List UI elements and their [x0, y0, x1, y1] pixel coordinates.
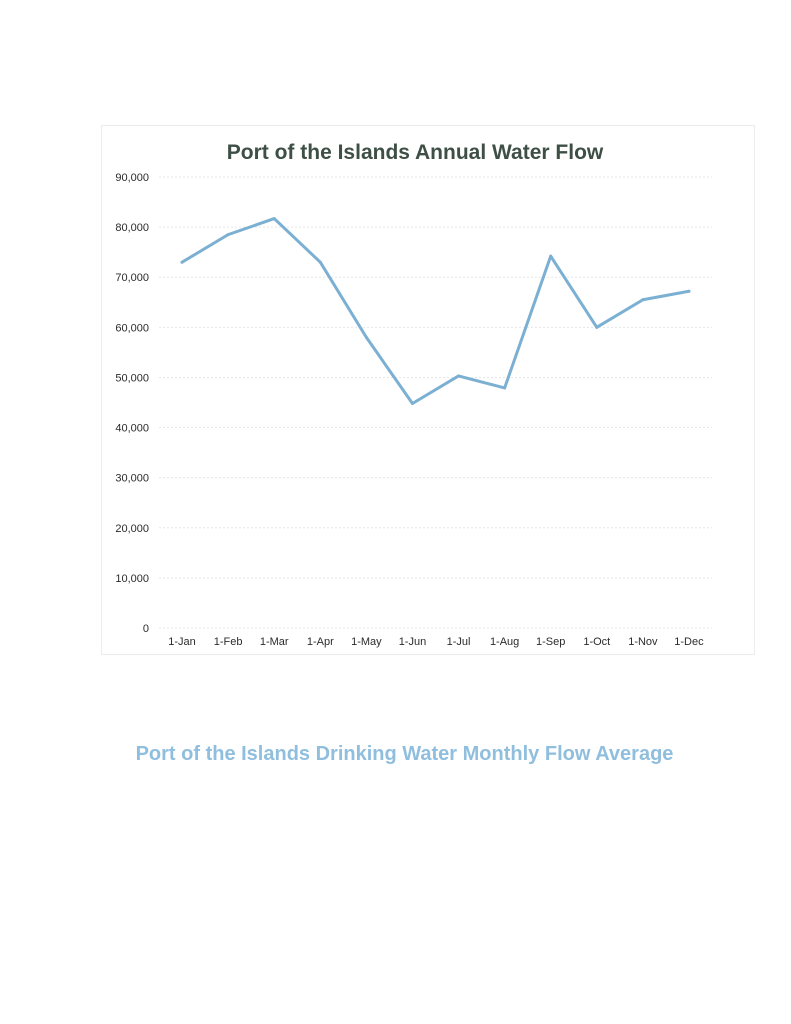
data-point [180, 260, 184, 264]
y-axis-ticks: 0 10,000 20,000 30,000 40,000 50,000 60,000 70,… [115, 172, 149, 635]
x-tick-label: 1-Jan [168, 636, 196, 648]
data-point [364, 335, 368, 339]
y-tick-label: 0 [143, 623, 149, 635]
series-layer [180, 217, 691, 406]
x-tick-label: 1-Jul [447, 636, 471, 648]
data-point [410, 402, 414, 406]
y-tick-label: 90,000 [115, 172, 149, 184]
data-point [503, 386, 507, 390]
data-point [457, 374, 461, 378]
chart-title: Port of the Islands Annual Water Flow [227, 141, 604, 164]
x-tick-label: 1-Oct [583, 636, 610, 648]
y-tick-label: 10,000 [115, 573, 149, 585]
y-tick-label: 30,000 [115, 473, 149, 485]
footer-title: Port of the Islands Drinking Water Month… [135, 743, 674, 765]
y-tick-label: 60,000 [115, 322, 149, 334]
series-line [180, 217, 691, 406]
data-point [595, 325, 599, 329]
data-point [641, 298, 645, 302]
data-point [687, 289, 691, 293]
y-tick-label: 70,000 [115, 272, 149, 284]
y-tick-label: 20,000 [115, 523, 149, 535]
y-tick-label: 50,000 [115, 372, 149, 384]
data-point [318, 260, 322, 264]
data-point [226, 233, 230, 237]
x-tick-label: 1-Apr [307, 636, 334, 648]
x-tick-label: 1-Sep [536, 636, 565, 648]
data-point [272, 217, 276, 221]
chart-container: Port of the Islands Annual Water Flow 0 1… [101, 125, 755, 655]
x-tick-label: 1-Feb [214, 636, 243, 648]
x-tick-label: 1-Aug [490, 636, 519, 648]
x-tick-label: 1-Mar [260, 636, 289, 648]
x-tick-label: 1-Dec [674, 636, 704, 648]
x-tick-label: 1-May [351, 636, 382, 648]
y-tick-label: 80,000 [115, 222, 149, 234]
gridlines [159, 176, 712, 629]
y-tick-label: 40,000 [115, 423, 149, 435]
x-tick-label: 1-Nov [628, 636, 658, 648]
x-axis-ticks: 1-Jan 1-Feb 1-Mar 1-Apr 1-May 1-Jun 1-Jul 1-Aug… [168, 636, 704, 648]
x-tick-label: 1-Jun [399, 636, 427, 648]
data-point [549, 254, 553, 258]
line-chart: Port of the Islands Annual Water Flow 0 1… [115, 141, 712, 648]
